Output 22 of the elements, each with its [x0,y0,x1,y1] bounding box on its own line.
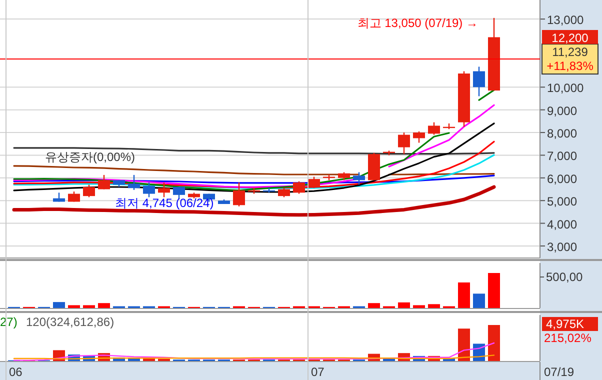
y-tick-label: 13,000 [547,13,584,28]
y-tick-label: 5,000 [547,194,578,209]
annotation: 120(324,612,86) [26,315,114,329]
text: 07 [311,365,325,379]
y-tick-label: 9,000 [547,104,578,118]
y-tick-label: 10,000 [547,81,584,96]
ref-line-label: 11,239 +11,83% [546,45,594,74]
annotation: 유상증자(0,00%) [45,150,136,164]
y-tick-label: 4,000 [547,217,578,232]
text: 07/19 [544,365,574,379]
text: 12,200 [552,31,589,45]
text: 06 [9,365,23,379]
annotation: 최고 13,050 (07/19) → [357,16,478,30]
annotation: 최저 4,745 (06/24) [115,196,214,210]
y-tick-label: 3,000 [547,240,578,254]
y-tick-label: 8,000 [547,126,578,141]
text: 4,975K [546,317,584,331]
text: 215,02% [544,331,592,345]
y-tick-label: 7,000 [547,149,578,164]
text: 500,00 [546,270,584,284]
y-tick-label: 6,000 [547,172,578,186]
annotation: 27) [0,315,18,329]
